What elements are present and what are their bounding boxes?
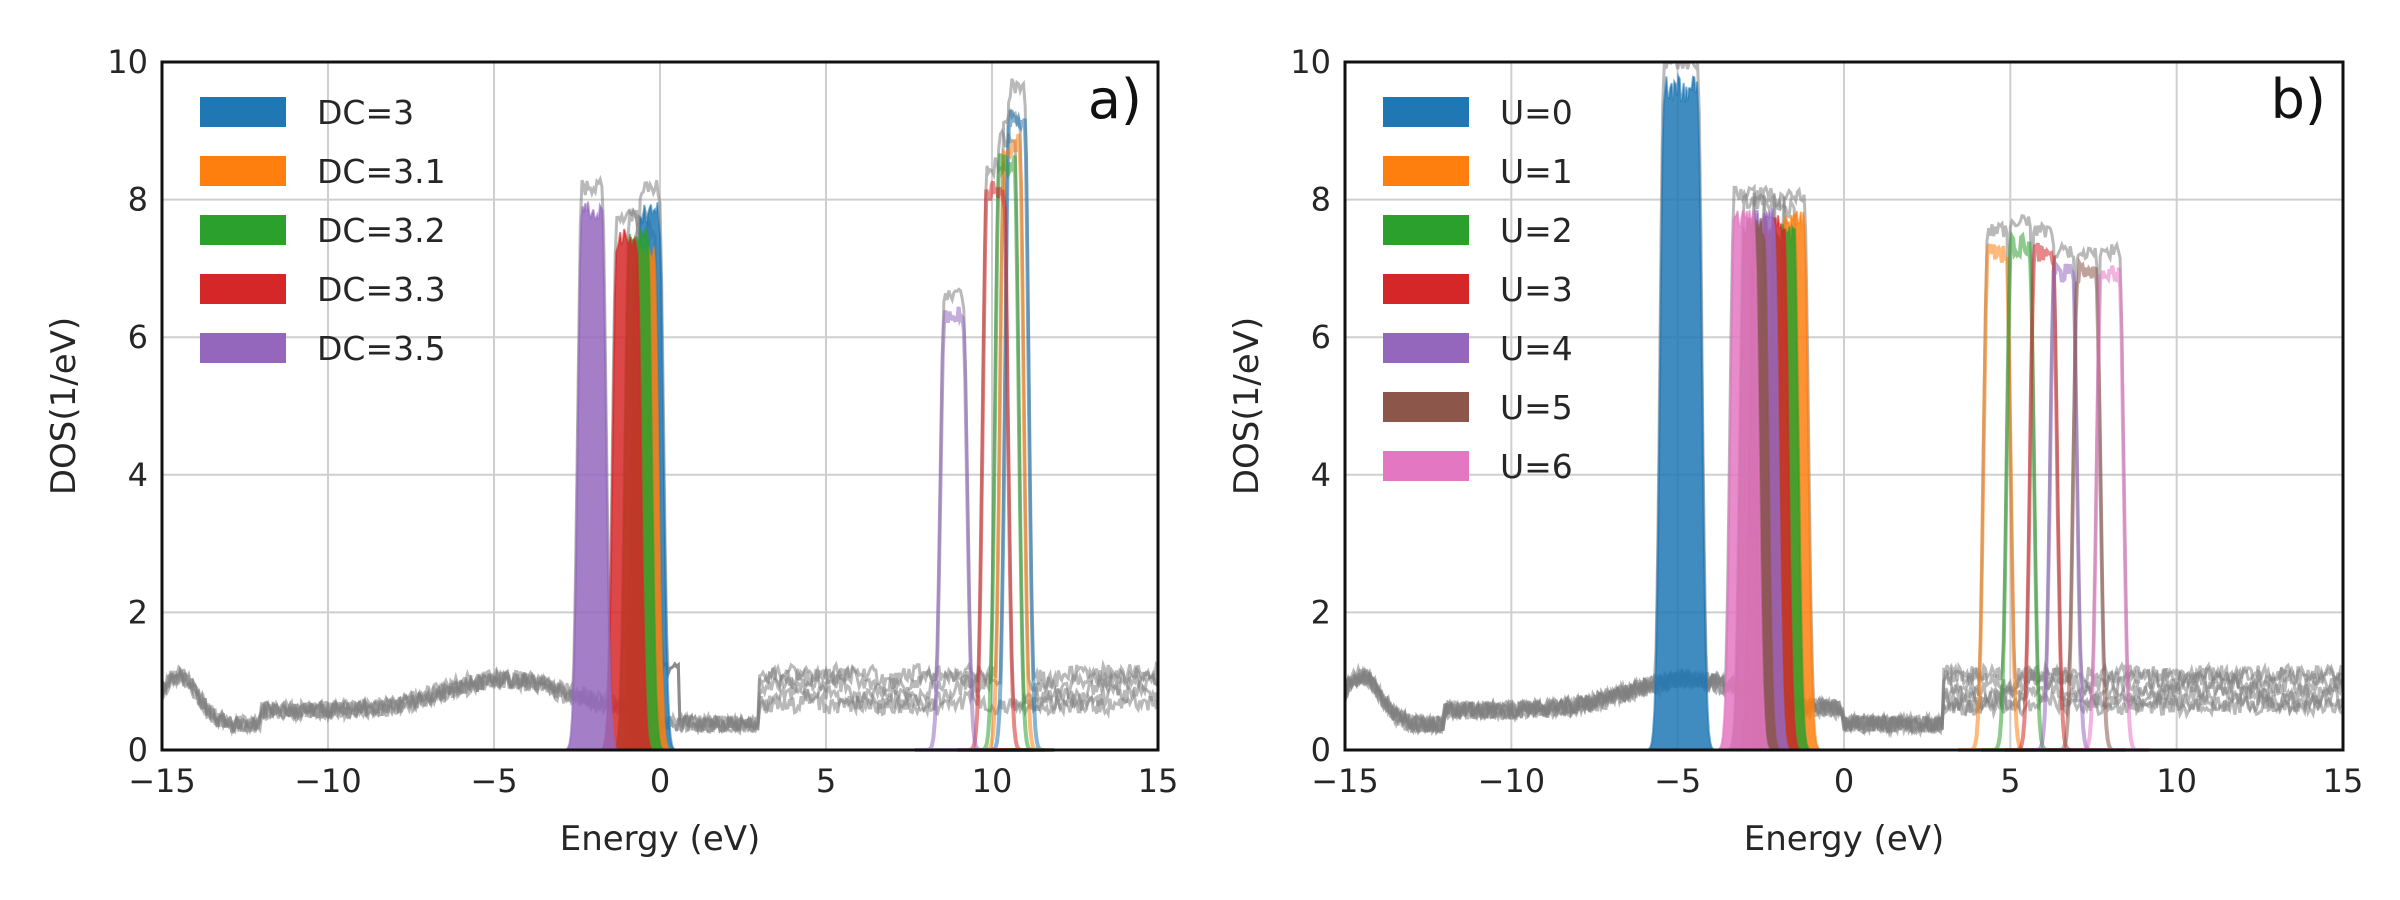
legend-label: U=1 [1500, 152, 1573, 191]
x-tick-label-b: 15 [2323, 762, 2364, 800]
axes-frame-a [160, 60, 1160, 752]
legend-a: DC=3 DC=3.1 DC=3.2 DC=3.3 DC=3.5 [200, 93, 446, 368]
y-tick-label-b: 8 [1311, 181, 1331, 219]
y-tick-label-a: 4 [128, 456, 148, 494]
legend-label: U=6 [1500, 447, 1573, 486]
legend-swatch [1383, 392, 1469, 422]
x-tick-label-a: 15 [1138, 762, 1179, 800]
legend-swatch [200, 97, 286, 127]
x-tick-label-a: −15 [128, 762, 196, 800]
pdos-peak-u-0 [1634, 72, 1728, 751]
x-tick-label-b: −10 [1478, 762, 1546, 800]
x-tick-label-a: 0 [650, 762, 670, 800]
legend-label: DC=3 [317, 93, 414, 132]
legend-label: U=0 [1500, 93, 1573, 132]
legend-b: U=0 U=1 U=2 U=3 U=4 U=5 U=6 [1383, 93, 1573, 486]
legend-label: U=4 [1500, 329, 1573, 368]
y-tick-label-b: 10 [1290, 43, 1331, 81]
y-tick-label-b: 6 [1311, 318, 1331, 356]
y-tick-label-a: 2 [128, 593, 148, 631]
panel-b: −15 −10 −5 0 5 10 15 0 2 4 6 8 10 Energy (eV) DOS(1/… [1227, 43, 2363, 859]
y-axis-label-a: DOS(1/eV) [44, 317, 84, 495]
axes-frame-b [1343, 60, 2345, 752]
panel-label-b: b) [2271, 68, 2326, 131]
y-tick-label-a: 6 [128, 318, 148, 356]
legend-label: DC=3.3 [317, 270, 446, 309]
y-axis-label-b: DOS(1/eV) [1227, 317, 1267, 495]
legend-label: U=2 [1500, 211, 1573, 250]
legend-swatch [1383, 156, 1469, 186]
legend-swatch [1383, 274, 1469, 304]
x-tick-label-b: 5 [2000, 762, 2020, 800]
panel-a: −15 −10 −5 0 5 10 15 0 2 4 6 8 10 Energy (eV) DOS(1/… [44, 43, 1178, 859]
legend-swatch [1383, 97, 1469, 127]
total-dos-line-b [1343, 183, 2345, 739]
legend-swatch [200, 215, 286, 245]
x-axis-label-a: Energy (eV) [560, 819, 761, 859]
y-tick-label-b: 0 [1311, 731, 1331, 769]
x-tick-label-a: −10 [294, 762, 362, 800]
y-tick-label-a: 8 [128, 181, 148, 219]
x-tick-label-b: 10 [2156, 762, 2197, 800]
legend-swatch [1383, 451, 1469, 481]
marks-b [1343, 60, 2345, 752]
y-tick-label-a: 10 [107, 43, 148, 81]
legend-swatch [1383, 215, 1469, 245]
y-tick-label-a: 0 [128, 731, 148, 769]
x-tick-label-a: −5 [470, 762, 517, 800]
legend-swatch [1383, 333, 1469, 363]
x-tick-label-b: 0 [1834, 762, 1854, 800]
ticks-b: −15 −10 −5 0 5 10 15 0 2 4 6 8 10 [1290, 43, 2363, 800]
legend-swatch [200, 333, 286, 363]
ticks-a: −15 −10 −5 0 5 10 15 0 2 4 6 8 10 [107, 43, 1178, 800]
legend-label: U=3 [1500, 270, 1573, 309]
legend-label: U=5 [1500, 388, 1573, 427]
legend-label: DC=3.2 [317, 211, 446, 250]
x-tick-label-a: 5 [816, 762, 836, 800]
x-axis-label-b: Energy (eV) [1744, 819, 1945, 859]
x-tick-label-b: −15 [1311, 762, 1379, 800]
legend-swatch [200, 274, 286, 304]
legend-swatch [200, 156, 286, 186]
y-tick-label-b: 2 [1311, 593, 1331, 631]
x-tick-label-b: −5 [1654, 762, 1701, 800]
x-tick-label-a: 10 [972, 762, 1013, 800]
grid-b [1344, 61, 2344, 751]
legend-label: DC=3.5 [317, 329, 446, 368]
y-tick-label-b: 4 [1311, 456, 1331, 494]
panel-label-a: a) [1088, 68, 1142, 131]
legend-label: DC=3.1 [317, 152, 446, 191]
